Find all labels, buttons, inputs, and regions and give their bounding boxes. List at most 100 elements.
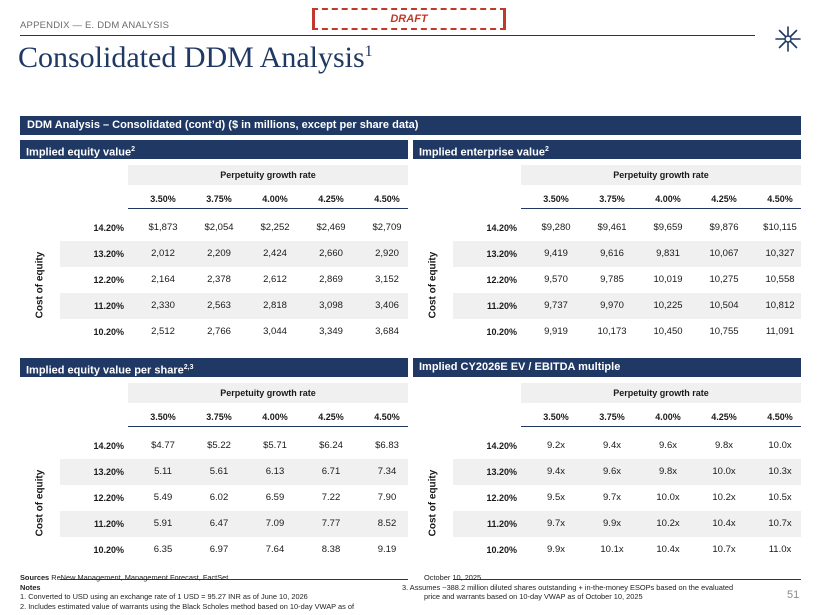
table-cell: 9.2x [547,440,565,451]
table-cell: 9.8x [659,466,677,477]
row-header-cost-of-equity: 14.20% [486,223,517,233]
section-header-implied-enterprise-value: Implied enterprise value2 [413,140,801,159]
table-cell: 7.90 [377,492,397,503]
table-cell: 9.6x [659,440,677,451]
table-cell: 9.7x [547,518,565,529]
row-header-cost-of-equity: 10.20% [486,327,517,337]
footnotes-left: Sources ReNew Management, Management For… [20,573,405,611]
sensitivity-table-equity-value: Perpetuity growth rate 3.50% 3.75% 4.00% 4.2… [20,165,408,365]
perpetuity-growth-rate-header: Perpetuity growth rate [128,165,408,185]
table-cell: 9.9x [603,518,621,529]
row-header-cost-of-equity: 13.20% [93,467,124,477]
table-cell: 10.3x [768,466,792,477]
table-cell: 10.2x [656,518,680,529]
table-cell: $2,469 [316,222,346,233]
table-row: 11.20% 9,737 9,970 10,225 10,504 10,812 [453,293,801,319]
sensitivity-table-ev-ebitda: Perpetuity growth rate 3.50% 3.75% 4.00% 4.2… [413,383,801,583]
table-cell: 9.8x [715,440,733,451]
section-title: Implied enterprise value [419,146,545,159]
table-bottom-rule [60,361,408,362]
table-cell: $9,461 [597,222,627,233]
table-cell: $5.71 [263,440,287,451]
table-bottom-rule [453,579,801,580]
table-cell: 5.49 [153,492,173,503]
section-title: Implied CY2026E EV / EBITDA multiple [419,361,621,373]
breadcrumb: APPENDIX — E. DDM ANALYSIS [20,20,170,31]
section-footnote: 2 [544,146,549,153]
table-cell: 10.5x [768,492,792,503]
table-row: 10.20% 9,919 10,173 10,450 10,755 11,091 [453,319,801,345]
row-header-cost-of-equity: 11.20% [486,301,517,311]
table-cell: 9.4x [547,466,565,477]
table-cell: $6.83 [375,440,399,451]
section-title: Implied equity value per share [26,364,184,377]
cost-of-equity-axis: Cost of equity [20,209,60,361]
footnote-3-continued: price and warrants based on 10-day VWAP … [424,592,643,601]
footnote-1: 1. Converted to USD using an exchange ra… [20,592,308,601]
table-cell: 10,067 [709,248,739,259]
row-header-cost-of-equity: 12.20% [486,275,517,285]
table-cell: 3,406 [375,300,399,311]
row-header-cost-of-equity: 10.20% [486,545,517,555]
table-cell: 10.1x [600,544,624,555]
starburst-logo-icon [775,26,801,52]
row-header-cost-of-equity: 12.20% [486,493,517,503]
section-footnote: 2 [131,146,136,153]
table-cell: 10.0x [656,492,680,503]
row-header-cost-of-equity: 14.20% [93,441,124,451]
table-cell: $6.24 [319,440,343,451]
column-header-growth-rate: 3.50% [543,412,569,422]
table-cell: 3,684 [375,326,399,337]
page-number: 51 [787,589,800,601]
section-header-ev-ebitda-multiple: Implied CY2026E EV / EBITDA multiple [413,358,801,377]
analysis-band-title: DDM Analysis – Consolidated (cont’d) ($ … [20,116,801,135]
table-row: 11.20% 5.91 6.47 7.09 7.77 8.52 [60,511,408,537]
column-header-growth-rate: 4.25% [318,412,344,422]
table-cell: 6.35 [153,544,173,555]
table-cell: 9,919 [544,326,568,337]
column-header-growth-rate: 4.00% [655,412,681,422]
cost-of-equity-axis: Cost of equity [20,427,60,579]
column-header-growth-rate: 4.50% [767,412,793,422]
table-row: 13.20% 9,419 9,616 9,831 10,067 10,327 [453,241,801,267]
table-cell: 9,570 [544,274,568,285]
table-cell: 2,920 [375,248,399,259]
table-cell: 10,275 [709,274,739,285]
table-cell: 10.4x [712,518,736,529]
cost-of-equity-axis: Cost of equity [413,427,453,579]
table-cell: $4.77 [151,440,175,451]
table-cell: 10.2x [712,492,736,503]
column-header-growth-rate: 4.50% [374,412,400,422]
table-cell: 9.7x [603,492,621,503]
table-cell: 10,225 [653,300,683,311]
column-header-growth-rate: 4.00% [262,194,288,204]
table-cell: 2,512 [151,326,175,337]
table-cell: 8.38 [321,544,341,555]
perpetuity-growth-rate-header: Perpetuity growth rate [128,383,408,403]
table-cell: 3,152 [375,274,399,285]
table-cell: 9.6x [603,466,621,477]
cost-of-equity-label: Cost of equity [34,251,46,319]
section-header-implied-equity-value: Implied equity value2 [20,140,408,159]
row-header-cost-of-equity: 11.20% [93,301,124,311]
column-header-growth-rate: 4.00% [262,412,288,422]
table-cell: 7.64 [265,544,285,555]
table-cell: 9,831 [656,248,680,259]
table-cell: 10,812 [765,300,795,311]
table-cell: $2,709 [372,222,402,233]
header-divider [128,426,408,427]
footnote-3: 3. Assumes ~388.2 million diluted shares… [402,582,734,592]
cost-of-equity-label: Cost of equity [427,469,439,537]
column-header-growth-rate: 3.75% [599,194,625,204]
table-cell: 10.0x [712,466,736,477]
table-cell: 6.47 [209,518,229,529]
sources-label: Sources [20,573,50,582]
table-cell: $10,115 [763,222,797,233]
sources-text: ReNew Management, Management Forecast, F… [51,573,229,582]
table-cell: 5.11 [154,466,172,477]
table-cell: $9,659 [653,222,683,233]
table-cell: 10,019 [653,274,683,285]
cost-of-equity-axis: Cost of equity [413,209,453,361]
draft-stamp: DRAFT [312,8,506,30]
cost-of-equity-label: Cost of equity [427,251,439,319]
